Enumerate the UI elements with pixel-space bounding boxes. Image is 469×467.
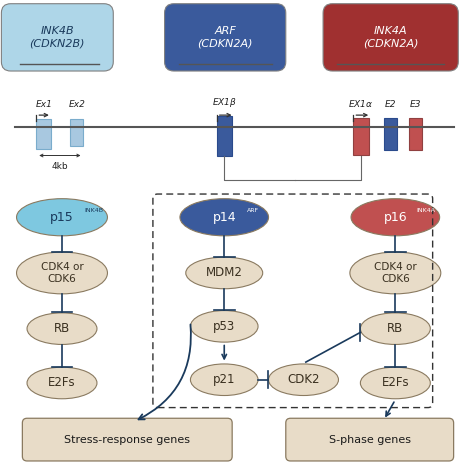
Text: p53: p53 [213,320,235,333]
FancyBboxPatch shape [323,4,458,71]
Ellipse shape [360,367,431,399]
Text: ARF
(CDKN2A): ARF (CDKN2A) [197,26,253,49]
FancyBboxPatch shape [165,4,286,71]
Text: RB: RB [54,322,70,335]
Ellipse shape [350,252,441,294]
Ellipse shape [27,313,97,345]
Ellipse shape [190,311,258,342]
Text: INK4A
(CDKN2A): INK4A (CDKN2A) [363,26,418,49]
FancyBboxPatch shape [1,4,113,71]
Ellipse shape [186,257,263,289]
FancyBboxPatch shape [353,118,369,155]
Text: E2Fs: E2Fs [48,376,76,389]
FancyBboxPatch shape [37,119,51,149]
Ellipse shape [16,198,107,236]
FancyBboxPatch shape [217,116,232,156]
Text: E3: E3 [410,100,422,109]
Text: RB: RB [387,322,403,335]
Text: CDK4 or
CDK6: CDK4 or CDK6 [41,262,83,284]
Text: EX1$\alpha$: EX1$\alpha$ [348,98,374,109]
Text: CDK2: CDK2 [287,373,320,386]
Text: EX1$\beta$: EX1$\beta$ [212,96,237,109]
Text: p16: p16 [384,211,407,224]
Ellipse shape [16,252,107,294]
FancyBboxPatch shape [70,119,83,146]
Text: ARF: ARF [247,208,259,212]
Text: MDM2: MDM2 [206,267,242,279]
Text: INK4A: INK4A [417,208,436,212]
Text: Ex2: Ex2 [68,100,85,109]
Text: p21: p21 [213,373,235,386]
Ellipse shape [27,367,97,399]
Text: p14: p14 [212,211,236,224]
Text: 4kb: 4kb [51,162,68,170]
FancyBboxPatch shape [409,118,423,150]
FancyBboxPatch shape [384,118,397,150]
Text: CDK4 or
CDK6: CDK4 or CDK6 [374,262,417,284]
Ellipse shape [351,198,439,236]
Ellipse shape [360,313,431,345]
Ellipse shape [269,364,339,396]
Ellipse shape [180,198,269,236]
Text: p15: p15 [50,211,74,224]
Text: Stress-response genes: Stress-response genes [64,435,190,445]
FancyBboxPatch shape [286,418,454,461]
Text: INK4B: INK4B [84,208,103,212]
Text: E2Fs: E2Fs [382,376,409,389]
Text: INK4B
(CDKN2B): INK4B (CDKN2B) [30,26,85,49]
Text: Ex1: Ex1 [35,100,52,109]
Text: S-phase genes: S-phase genes [329,435,411,445]
FancyBboxPatch shape [23,418,232,461]
Text: E2: E2 [385,100,396,109]
Ellipse shape [190,364,258,396]
